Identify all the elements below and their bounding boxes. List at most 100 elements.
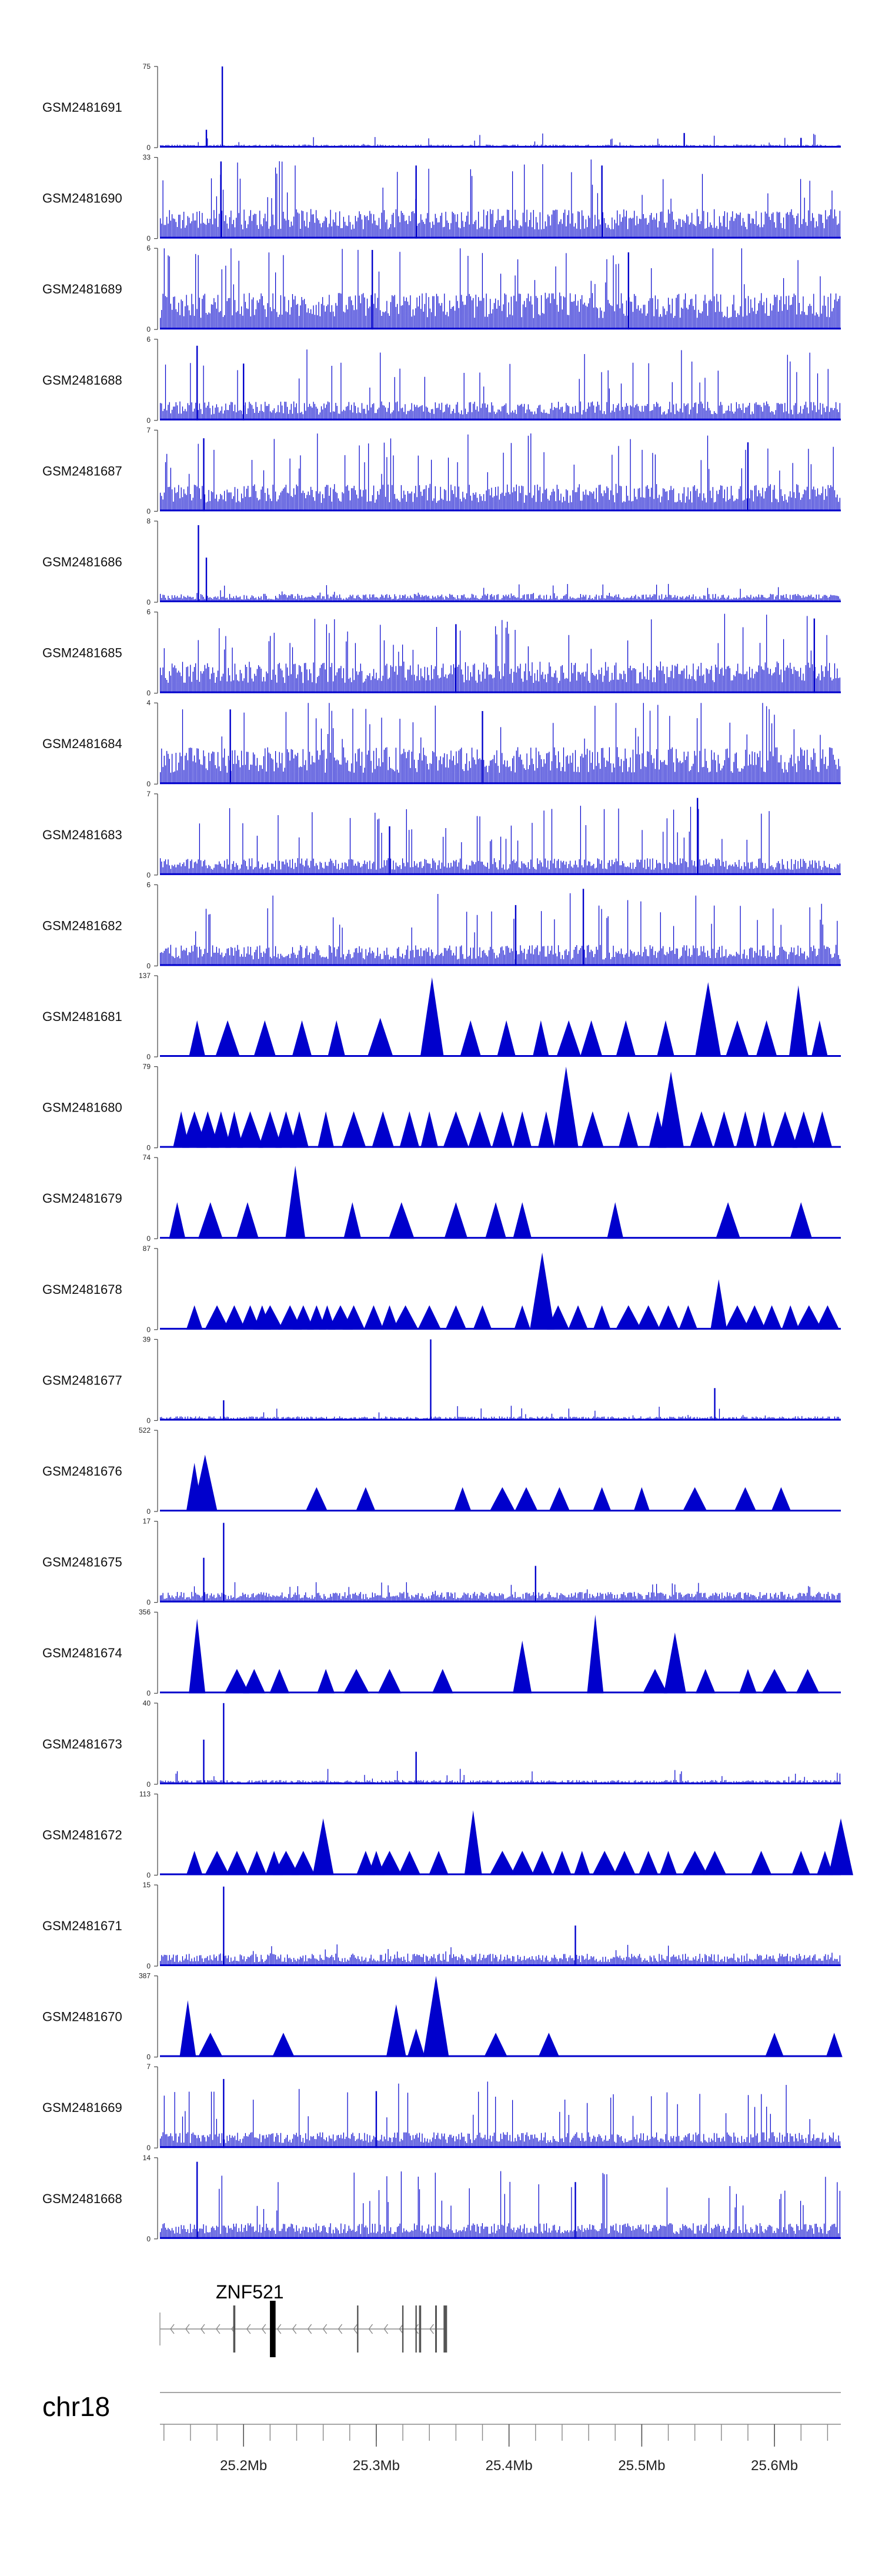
gene-name-label: ZNF521 xyxy=(216,2281,284,2303)
peak xyxy=(186,1851,203,1876)
y-max-label: 40 xyxy=(143,1699,151,1707)
peak xyxy=(484,2033,508,2057)
exon xyxy=(419,2305,422,2353)
peak xyxy=(253,1020,276,1057)
axis-tick-label: 25.6Mb xyxy=(751,2458,798,2474)
signal-spike xyxy=(375,2091,377,2148)
track-label: GSM2481668 xyxy=(42,2191,122,2206)
peak xyxy=(556,1020,582,1057)
peak xyxy=(205,1305,230,1330)
track-GSM2481691: GSM2481691 75 0 xyxy=(42,62,841,152)
peak xyxy=(386,2004,406,2057)
peak xyxy=(616,1020,636,1057)
peak xyxy=(816,1305,840,1330)
track-label: GSM2481679 xyxy=(42,1191,122,1206)
y-zero-label: 0 xyxy=(146,507,151,515)
peak xyxy=(710,1279,727,1330)
peak xyxy=(292,1305,314,1330)
track-GSM2481682: GSM2481682 6 0 xyxy=(42,880,841,970)
peak xyxy=(580,1020,603,1057)
y-max-label: 4 xyxy=(146,699,151,707)
signal-spike xyxy=(430,1339,432,1421)
strand-chevron xyxy=(292,2324,297,2334)
gene-track: ZNF521 xyxy=(159,2281,447,2357)
peak xyxy=(816,1851,833,1876)
peak xyxy=(407,2028,425,2057)
peak xyxy=(273,1851,299,1876)
signal-bars xyxy=(160,703,841,785)
track-GSM2481683: GSM2481683 7 0 xyxy=(42,790,841,879)
signal-spike xyxy=(371,249,373,330)
peak xyxy=(761,1669,788,1694)
peak xyxy=(734,1487,757,1511)
peak xyxy=(497,1020,516,1057)
y-zero-label: 0 xyxy=(146,1871,151,1879)
signal-spike xyxy=(203,1557,205,1603)
strand-chevron xyxy=(353,2324,358,2334)
peak xyxy=(587,1614,604,1694)
track-label: GSM2481672 xyxy=(42,1827,122,1842)
peak xyxy=(756,1020,777,1057)
y-max-label: 39 xyxy=(143,1335,151,1343)
peak xyxy=(796,1305,822,1330)
y-zero-label: 0 xyxy=(146,1144,151,1152)
signal-bars xyxy=(160,893,841,966)
track-label: GSM2481683 xyxy=(42,827,122,842)
strand-chevron xyxy=(170,2324,175,2334)
peak xyxy=(186,1305,203,1330)
y-zero-label: 0 xyxy=(146,1053,151,1061)
peak xyxy=(272,2033,295,2057)
y-max-label: 75 xyxy=(143,62,151,71)
peak xyxy=(826,2033,843,2057)
y-max-label: 6 xyxy=(146,335,151,343)
peak xyxy=(236,1202,259,1239)
peak xyxy=(828,1818,853,1876)
peak xyxy=(765,2033,784,2057)
signal-spike xyxy=(582,889,584,966)
peak xyxy=(237,1111,263,1148)
chromosome-label: chr18 xyxy=(42,2391,110,2422)
axis-tick-label: 25.2Mb xyxy=(220,2458,267,2474)
peak xyxy=(789,985,808,1057)
peak xyxy=(513,1111,532,1148)
peak xyxy=(513,1640,532,1694)
track-GSM2481687: GSM2481687 7 0 xyxy=(42,426,841,515)
peak xyxy=(240,1305,260,1330)
signal-spike xyxy=(196,345,198,421)
peak xyxy=(420,977,444,1057)
peak xyxy=(443,1111,469,1148)
strand-chevron xyxy=(383,2324,389,2334)
track-label: GSM2481690 xyxy=(42,191,122,206)
signal-spike xyxy=(415,165,417,239)
y-zero-label: 0 xyxy=(146,598,151,606)
peak xyxy=(224,1669,249,1694)
peak xyxy=(464,1810,482,1876)
y-zero-label: 0 xyxy=(146,1962,151,1970)
peak xyxy=(736,1111,755,1148)
y-zero-label: 0 xyxy=(146,1780,151,1788)
strand-chevron xyxy=(338,2324,343,2334)
y-max-label: 17 xyxy=(143,1517,151,1526)
track-GSM2481679: GSM2481679 74 0 xyxy=(42,1153,841,1243)
y-max-label: 6 xyxy=(146,880,151,889)
peak xyxy=(657,1305,679,1330)
peak xyxy=(573,1851,590,1876)
exon xyxy=(233,2305,236,2353)
track-label: GSM2481675 xyxy=(42,1555,122,1570)
peak xyxy=(460,1020,482,1057)
peak xyxy=(485,1202,507,1239)
track-GSM2481669: GSM2481669 7 0 xyxy=(42,2063,841,2152)
peak xyxy=(658,1071,684,1148)
strand-chevron xyxy=(261,2324,266,2334)
peak xyxy=(468,1111,492,1148)
track-GSM2481670: GSM2481670 387 0 xyxy=(42,1972,843,2061)
track-GSM2481671: GSM2481671 15 0 xyxy=(42,1881,841,1970)
peak xyxy=(773,1111,798,1148)
signal-spike xyxy=(534,1566,537,1603)
peak xyxy=(489,1487,516,1511)
peak xyxy=(593,1305,611,1330)
peak xyxy=(215,1020,240,1057)
track-label: GSM2481669 xyxy=(42,2100,122,2115)
peak xyxy=(291,1851,315,1876)
peak xyxy=(432,1669,453,1694)
